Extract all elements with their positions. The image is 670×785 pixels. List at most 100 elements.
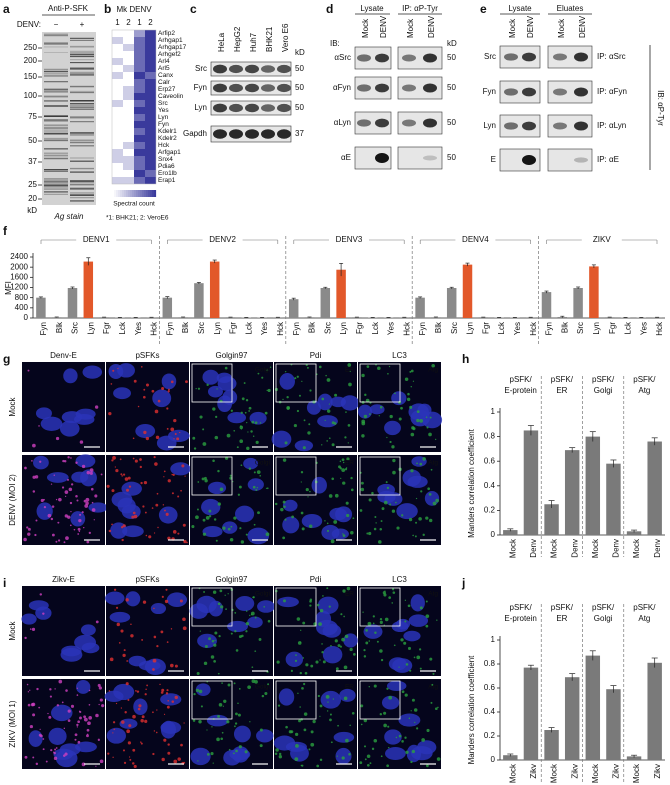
stain-speckle	[383, 593, 387, 597]
heatmap-cell	[134, 170, 145, 177]
nucleus	[384, 420, 401, 436]
heatmap-cell	[134, 51, 145, 58]
stain-speckle	[245, 621, 250, 626]
stain-speckle	[53, 756, 58, 761]
cell-line-label: Vero E6	[281, 23, 290, 52]
blot-band	[277, 64, 291, 74]
stain-speckle	[77, 740, 81, 744]
heatmap-cell	[134, 58, 145, 65]
stain-speckle	[233, 682, 236, 685]
stain-speckle	[74, 733, 78, 737]
heatmap-cell	[134, 44, 145, 51]
stain-speckle	[120, 526, 124, 529]
stain-speckle	[182, 523, 186, 527]
stain-speckle	[326, 440, 329, 442]
stain-speckle	[406, 397, 411, 402]
heatmap-cell	[112, 65, 123, 72]
stain-speckle	[165, 512, 169, 516]
stain-speckle	[139, 465, 142, 469]
stain-speckle	[326, 710, 329, 712]
row-label: Lyn	[194, 103, 207, 112]
stain-speckle	[282, 398, 284, 401]
inset-label: Golgi	[255, 367, 270, 374]
marker-label: 50	[295, 83, 304, 92]
nucleus	[40, 416, 63, 431]
nucleus	[60, 647, 83, 662]
stain-speckle	[240, 425, 242, 427]
stain-speckle	[326, 522, 329, 525]
lane-label: Mock	[361, 18, 370, 38]
blot-band	[522, 121, 536, 131]
stain-speckle	[244, 411, 247, 414]
blot-band	[245, 103, 259, 113]
stain-speckle	[226, 433, 231, 438]
bar	[626, 756, 642, 760]
stain-speckle	[266, 487, 269, 490]
stain-speckle	[371, 491, 374, 495]
stain-speckle	[32, 756, 35, 759]
heatmap-cell	[134, 114, 145, 121]
stain-speckle	[212, 407, 216, 411]
stain-speckle	[65, 689, 68, 692]
stain-speckle	[39, 728, 41, 730]
nucleus	[113, 387, 131, 400]
heatmap-cell	[134, 65, 145, 72]
stain-speckle	[333, 520, 338, 524]
stain-speckle	[58, 497, 62, 502]
stain-speckle	[410, 710, 412, 712]
nucleus	[222, 521, 238, 534]
stain-speckle	[274, 387, 279, 392]
colorbar-step	[136, 190, 139, 197]
inset-label: Atg	[428, 684, 438, 691]
stain-speckle	[284, 441, 288, 445]
stain-speckle	[296, 375, 299, 378]
stain-speckle	[275, 748, 279, 752]
stain-speckle	[416, 727, 419, 730]
heatmap-cell	[134, 177, 145, 184]
x-tick-label: Lyn	[86, 322, 95, 335]
stain-speckle	[39, 593, 43, 596]
stain-speckle	[127, 476, 131, 480]
blot	[499, 148, 541, 172]
y-tick-label: 1200	[10, 283, 28, 292]
stain-speckle	[180, 743, 183, 747]
x-tick-label: Mock	[632, 763, 641, 783]
panel-letter: j	[461, 576, 465, 590]
stain-speckle	[31, 459, 33, 462]
stain-speckle	[395, 501, 397, 504]
nucleus	[290, 744, 309, 762]
nucleus	[217, 395, 233, 413]
stain-speckle	[152, 752, 155, 756]
stain-speckle	[112, 756, 114, 758]
stain-speckle	[234, 612, 237, 614]
stain-speckle	[154, 409, 159, 414]
stain-speckle	[360, 487, 365, 492]
stain-speckle	[86, 470, 91, 475]
stain-speckle	[336, 755, 338, 757]
stain-speckle	[344, 436, 347, 439]
stain-speckle	[116, 622, 120, 627]
stain-speckle	[168, 388, 170, 391]
stain-speckle	[339, 645, 343, 648]
blot	[547, 45, 593, 69]
stain-speckle	[211, 639, 215, 643]
stain-speckle	[78, 519, 82, 523]
gene-label: Canx	[158, 72, 174, 79]
stain-speckle	[398, 734, 402, 738]
stain-speckle	[153, 607, 155, 610]
stain-speckle	[419, 606, 423, 610]
group-label: ZIKV	[593, 235, 611, 244]
stain-speckle	[365, 398, 370, 403]
gene-label: Ero1lb	[158, 170, 177, 177]
stain-speckle	[70, 457, 72, 459]
stain-speckle	[115, 468, 119, 473]
blot	[354, 46, 392, 70]
colorbar-step	[140, 190, 143, 197]
stain-speckle	[201, 477, 205, 481]
stain-speckle	[234, 630, 237, 633]
stain-speckle	[252, 485, 256, 489]
heatmap-cell	[134, 79, 145, 86]
stain-speckle	[362, 611, 364, 613]
x-tick-label: Hck	[402, 321, 411, 336]
stain-speckle	[142, 600, 147, 604]
